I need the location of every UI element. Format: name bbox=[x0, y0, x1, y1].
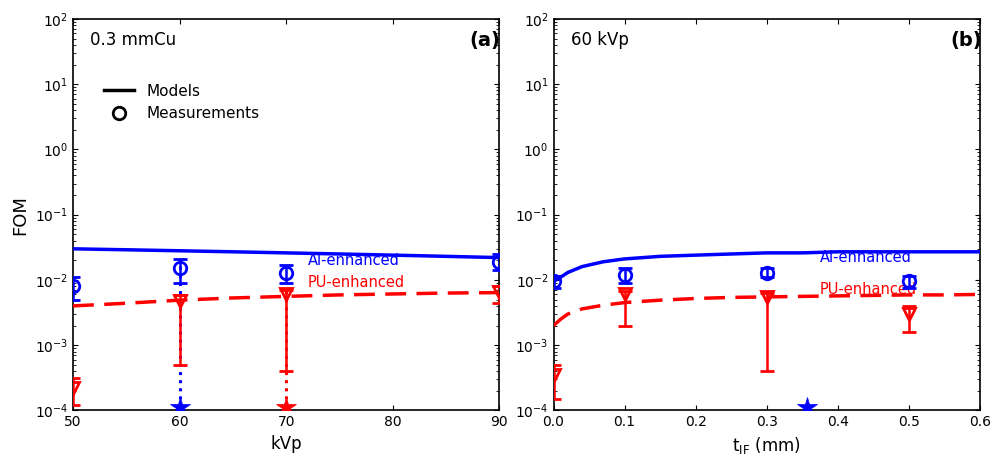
Text: 60 kVp: 60 kVp bbox=[570, 31, 628, 49]
X-axis label: t$_{\rm IF}$ (mm): t$_{\rm IF}$ (mm) bbox=[732, 435, 801, 456]
Text: 0.3 mmCu: 0.3 mmCu bbox=[90, 31, 176, 49]
Text: Al-enhanced: Al-enhanced bbox=[820, 250, 912, 265]
X-axis label: kVp: kVp bbox=[271, 435, 302, 453]
Text: (b): (b) bbox=[950, 31, 982, 50]
Text: (a): (a) bbox=[470, 31, 500, 50]
Text: Al-enhanced: Al-enhanced bbox=[308, 253, 400, 268]
Y-axis label: FOM: FOM bbox=[11, 195, 29, 234]
Text: PU-enhanced: PU-enhanced bbox=[820, 282, 917, 297]
Legend: Models, Measurements: Models, Measurements bbox=[98, 78, 266, 127]
Text: PU-enhanced: PU-enhanced bbox=[308, 275, 405, 290]
